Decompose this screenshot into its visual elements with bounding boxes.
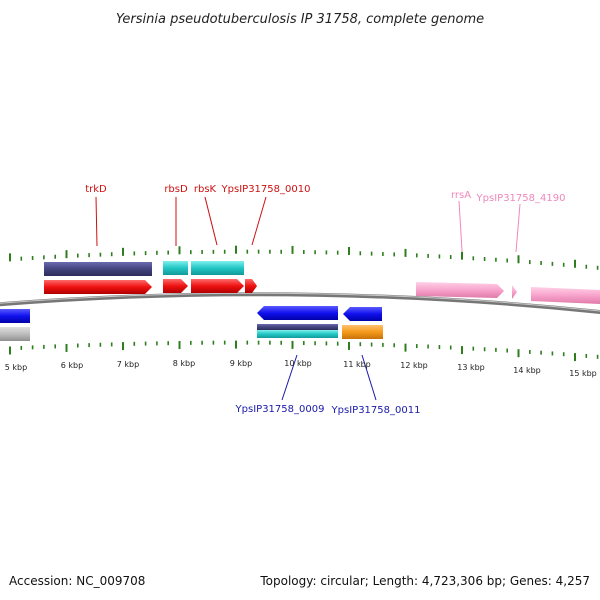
accession-text: Accession: NC_009708 bbox=[9, 574, 146, 588]
rna-arrow-small[interactable] bbox=[512, 285, 517, 299]
kbp-label: 11 kbp bbox=[343, 360, 371, 369]
scale-ticks-bottom bbox=[9, 340, 599, 362]
kbp-label: 14 kbp bbox=[513, 366, 541, 375]
gene-block-cyan-lower[interactable] bbox=[257, 330, 338, 338]
label-rrsA[interactable]: rrsA bbox=[451, 190, 471, 201]
gene-arrow-trkD[interactable] bbox=[44, 280, 152, 294]
genome-summary-text: Topology: circular; Length: 4,723,306 bp… bbox=[260, 574, 590, 588]
gene-arrow-ypsip31758-0011[interactable] bbox=[343, 307, 382, 321]
label-ypsip31758-0009[interactable]: YpsIP31758_0009 bbox=[235, 404, 325, 415]
gene-block-cyan-2[interactable] bbox=[191, 261, 244, 275]
kbp-scale-labels: 5 kbp 6 kbp 7 kbp 8 kbp 9 kbp 10 kbp 11 … bbox=[5, 359, 597, 378]
label-ypsip31758-0010[interactable]: YpsIP31758_0010 bbox=[221, 184, 311, 195]
reverse-features bbox=[0, 306, 383, 341]
gene-arrow-rbsD[interactable] bbox=[163, 279, 188, 293]
gene-arrow-ypsip31758-0009[interactable] bbox=[257, 306, 338, 320]
kbp-label: 7 kbp bbox=[117, 360, 139, 369]
rna-arrow-rrsA[interactable] bbox=[416, 282, 504, 298]
kbp-label: 15 kbp bbox=[569, 369, 597, 378]
label-ypsip31758-0011[interactable]: YpsIP31758_0011 bbox=[331, 405, 421, 416]
kbp-label: 5 kbp bbox=[5, 363, 27, 372]
kbp-label: 12 kbp bbox=[400, 361, 428, 370]
gene-block-gray[interactable] bbox=[0, 327, 30, 341]
kbp-label: 6 kbp bbox=[61, 361, 83, 370]
genome-backbone bbox=[0, 292, 600, 314]
gene-block-cyan-1[interactable] bbox=[163, 261, 188, 275]
rna-arrow-ypsip31758-4190[interactable] bbox=[531, 287, 600, 304]
label-rbsD[interactable]: rbsD bbox=[164, 184, 188, 195]
gene-arrow-rbsK[interactable] bbox=[191, 279, 244, 293]
scale-ticks-top bbox=[9, 245, 599, 270]
gene-arrow-ypsip31758-0010[interactable] bbox=[245, 279, 257, 293]
kbp-label: 8 kbp bbox=[173, 359, 195, 368]
forward-features bbox=[44, 261, 600, 304]
gene-labels-bottom: YpsIP31758_0009 YpsIP31758_0011 bbox=[235, 404, 421, 416]
gene-block-navy-lower[interactable] bbox=[257, 324, 338, 330]
label-trkD[interactable]: trkD bbox=[85, 184, 107, 195]
kbp-label: 9 kbp bbox=[230, 359, 252, 368]
map-title: Yersinia pseudotuberculosis IP 31758, co… bbox=[116, 12, 484, 27]
gene-arrow-left-edge[interactable] bbox=[0, 309, 30, 323]
kbp-label: 13 kbp bbox=[457, 363, 485, 372]
gene-block-orange[interactable] bbox=[342, 325, 383, 339]
label-ypsip31758-4190[interactable]: YpsIP31758_4190 bbox=[476, 193, 566, 204]
gene-labels-top: trkD rbsD rbsK YpsIP31758_0010 rrsA YpsI… bbox=[85, 184, 565, 204]
genome-backbone-highlight bbox=[0, 292, 600, 312]
label-rbsK[interactable]: rbsK bbox=[194, 184, 217, 195]
label-callouts bbox=[95, 196, 521, 401]
gene-block-navy[interactable] bbox=[44, 262, 152, 276]
kbp-label: 10 kbp bbox=[284, 359, 312, 368]
